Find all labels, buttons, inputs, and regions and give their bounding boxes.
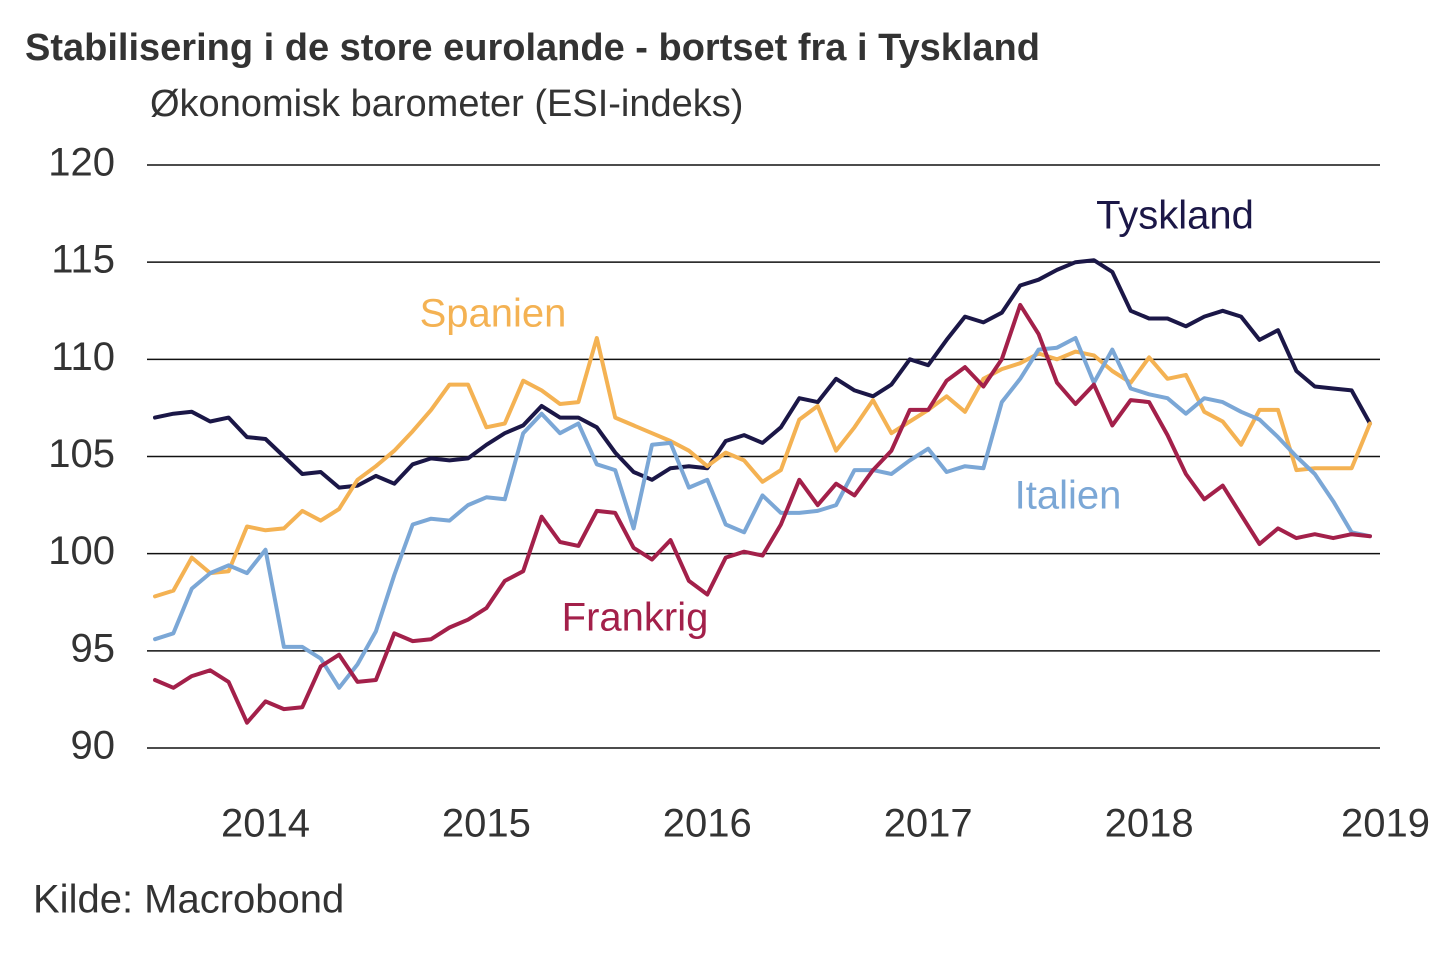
x-tick-label: 2016 (663, 802, 752, 846)
y-tick-label: 95 (71, 626, 116, 670)
y-tick-label: 105 (48, 432, 115, 476)
x-tick-label: 2015 (442, 802, 531, 846)
y-tick-label: 110 (51, 335, 115, 379)
x-tick-label: 2014 (221, 802, 310, 846)
series-line (153, 336, 1372, 690)
series-line (153, 336, 1372, 599)
source: Kilde: Macrobond (33, 878, 344, 922)
x-tick-label: 2018 (1105, 802, 1194, 846)
series-label: Tyskland (1096, 194, 1254, 238)
series-label: Frankrig (562, 596, 709, 640)
y-tick-label: 120 (48, 141, 115, 185)
series-line (153, 258, 1372, 490)
y-tick-label: 115 (51, 238, 115, 282)
x-tick-label: 2019 (1341, 802, 1430, 846)
y-tick-label: 90 (71, 724, 116, 768)
y-tick-label: 100 (48, 529, 115, 573)
series-label: Italien (1015, 474, 1122, 518)
chart-title: Stabilisering i de store eurolande - bor… (25, 27, 1040, 69)
chart-subtitle: Økonomisk barometer (ESI-indeks) (150, 83, 743, 125)
series-line (153, 302, 1372, 725)
x-tick-label: 2017 (884, 802, 973, 846)
series-label: Spanien (420, 292, 567, 336)
